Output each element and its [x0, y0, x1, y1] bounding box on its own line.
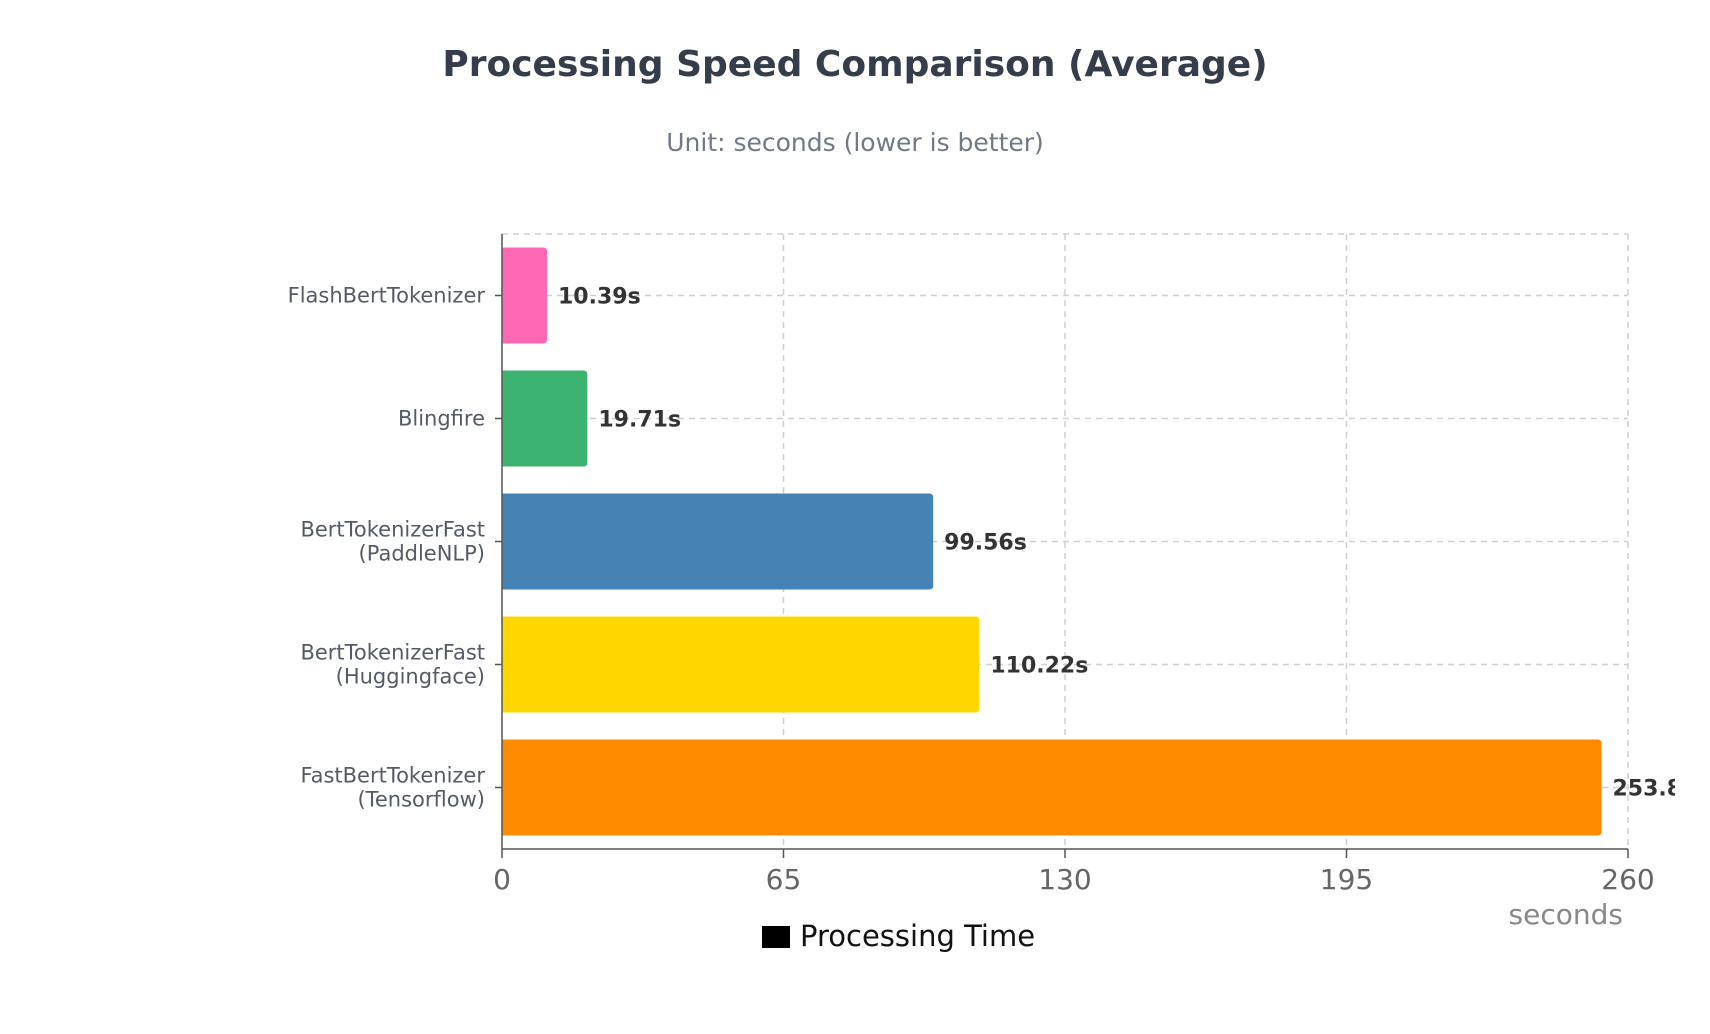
axes-group — [495, 234, 1629, 858]
category-label: FastBertTokenizer (Tensorflow) — [300, 764, 485, 812]
category-label-line: (Tensorflow) — [357, 788, 485, 812]
category-label: FlashBertTokenizer — [288, 284, 486, 308]
x-tick-label: 130 — [1038, 863, 1091, 896]
value-labels-group: 10.39s 19.71s 99.56s 110.22s 253.88s — [558, 285, 1710, 802]
category-label-line: Blingfire — [398, 407, 485, 431]
bar[interactable] — [502, 247, 547, 344]
legend-swatch — [762, 926, 790, 948]
x-tick-labels-group: 0 65 130 195 260 — [493, 863, 1655, 896]
legend-label: Processing Time — [800, 919, 1035, 953]
chart-subtitle: Unit: seconds (lower is better) — [666, 128, 1044, 157]
category-label-line: (Huggingface) — [336, 665, 485, 689]
bar-value-label: 253.88s — [1612, 777, 1710, 802]
category-label-line: FlashBertTokenizer — [288, 284, 486, 308]
chart-title: Processing Speed Comparison (Average) — [442, 44, 1267, 85]
category-labels-group: FlashBertTokenizer Blingfire BertTokenizer… — [288, 284, 486, 812]
bar-value-label: 110.22s — [990, 654, 1088, 679]
category-label: Blingfire — [398, 407, 485, 431]
category-label-line: BertTokenizerFast — [300, 518, 485, 542]
legend[interactable]: Processing Time — [762, 919, 1035, 953]
x-axis-label: seconds — [1509, 898, 1623, 931]
bars-group — [502, 247, 1602, 836]
x-tick-label: 65 — [766, 863, 802, 896]
x-tick-label: 195 — [1320, 863, 1373, 896]
bar[interactable] — [502, 739, 1602, 836]
bar-value-label: 19.71s — [598, 408, 681, 433]
x-tick-label: 0 — [493, 863, 511, 896]
category-label-line: (PaddleNLP) — [359, 542, 485, 566]
category-label: BertTokenizerFast (PaddleNLP) — [300, 518, 485, 566]
category-label-line: FastBertTokenizer — [300, 764, 485, 788]
bar[interactable] — [502, 493, 934, 590]
bar[interactable] — [502, 370, 588, 467]
bar[interactable] — [502, 616, 980, 713]
bar-value-label: 10.39s — [558, 285, 641, 310]
category-label-line: BertTokenizerFast — [300, 641, 485, 665]
x-tick-label: 260 — [1601, 863, 1654, 896]
category-label: BertTokenizerFast (Huggingface) — [300, 641, 485, 689]
bar-value-label: 99.56s — [944, 531, 1027, 556]
